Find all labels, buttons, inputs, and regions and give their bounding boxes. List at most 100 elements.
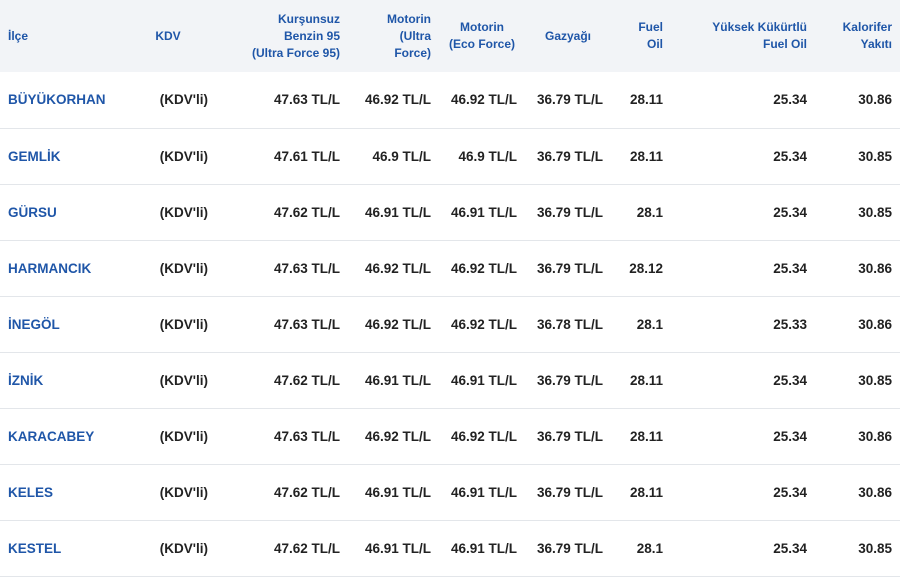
kalorifer-price: 30.86 [858,260,892,276]
header-line: Fuel [638,20,663,34]
header-line: Motorin [387,11,431,26]
yuksek-kukurtlu-price: 25.34 [773,372,807,388]
district-link[interactable]: İZNİK [8,372,44,388]
yuksek-kukurtlu-price: 25.34 [773,148,807,164]
kalorifer-price: 30.85 [858,372,892,388]
kalorifer-price: 30.86 [858,316,892,332]
district-link[interactable]: İNEGÖL [8,316,60,332]
benzin-95-price: 47.63 TL/L [273,92,340,108]
district-link[interactable]: GEMLİK [8,148,61,164]
gazyagi-price: 36.79 TL/L [536,372,603,388]
motorin-ultra-price: 46.92 TL/L [364,316,431,332]
yuksek-kukurtlu-price: 25.34 [773,540,807,556]
motorin-eco-price: 46.92 TL/L [450,428,517,444]
benzin-95-price: 47.62 TL/L [273,204,340,220]
table-row: BÜYÜKORHAN (KDV'li) 47.63 TL/L 46.92 TL/L 46… [0,72,900,128]
kdv-cell: (KDV'li) [159,540,208,556]
header-kalorifer-yakiti: Kalorifer Yakıtı [815,0,900,72]
district-link[interactable]: KELES [8,484,54,500]
kdv-cell: (KDV'li) [159,92,208,108]
table-row: HARMANCIK (KDV'li) 47.63 TL/L 46.92 TL/L 46.… [0,240,900,296]
gazyagi-price: 36.79 TL/L [536,540,603,556]
motorin-eco-price: 46.91 TL/L [450,372,517,388]
header-line: Force) [394,45,431,60]
table-row: İNEGÖL (KDV'li) 47.63 TL/L 46.92 TL/L 46.92 … [0,296,900,352]
header-line: KDV [155,28,181,43]
motorin-ultra-price: 46.92 TL/L [364,428,431,444]
yuksek-kukurtlu-price: 25.34 [773,484,807,500]
gazyagi-price: 36.79 TL/L [536,204,603,220]
kalorifer-price: 30.85 [858,148,892,164]
district-link[interactable]: BÜYÜKORHAN [8,92,106,108]
table-body: BÜYÜKORHAN (KDV'li) 47.63 TL/L 46.92 TL/L 46… [0,72,900,576]
header-line: Yakıtı [860,37,892,51]
motorin-ultra-price: 46.9 TL/L [372,148,431,164]
header-line: (Ultra Force 95) [251,45,340,60]
motorin-eco-price: 46.91 TL/L [450,204,517,220]
motorin-eco-price: 46.9 TL/L [458,148,517,164]
kalorifer-price: 30.86 [858,92,892,108]
motorin-ultra-price: 46.91 TL/L [364,204,431,220]
district-link[interactable]: KESTEL [8,540,62,556]
yuksek-kukurtlu-price: 25.34 [773,204,807,220]
table-row: İZNİK (KDV'li) 47.62 TL/L 46.91 TL/L 46.91 T… [0,352,900,408]
fuel-oil-price: 28.12 [629,260,663,276]
kdv-cell: (KDV'li) [159,148,208,164]
table-header: İlçe KDV Kurşunsuz Benzin 95 (Ultra Force 95… [0,0,900,72]
header-line: Oil [646,37,663,51]
header-line: Fuel Oil [762,37,807,51]
motorin-eco-price: 46.92 TL/L [450,260,517,276]
header-line: Motorin [460,20,504,34]
benzin-95-price: 47.63 TL/L [273,316,340,332]
fuel-oil-price: 28.1 [636,540,663,556]
benzin-95-price: 47.62 TL/L [273,484,340,500]
header-line: İlçe [8,28,29,43]
kdv-cell: (KDV'li) [159,372,208,388]
header-row: İlçe KDV Kurşunsuz Benzin 95 (Ultra Force 95… [0,0,900,72]
kdv-cell: (KDV'li) [159,428,208,444]
motorin-eco-price: 46.92 TL/L [450,92,517,108]
district-link[interactable]: GÜRSU [8,204,57,220]
header-kdv: KDV [120,0,216,72]
yuksek-kukurtlu-price: 25.34 [773,428,807,444]
table-row: GÜRSU (KDV'li) 47.62 TL/L 46.91 TL/L 46.91 T… [0,184,900,240]
benzin-95-price: 47.63 TL/L [273,428,340,444]
header-line: Benzin 95 [283,28,340,43]
header-line: Gazyağı [544,28,592,43]
header-line: (Eco Force) [448,37,515,51]
gazyagi-price: 36.79 TL/L [536,428,603,444]
yuksek-kukurtlu-price: 25.33 [773,316,807,332]
header-motorin-ultra-force: Motorin (Ultra Force) [348,0,439,72]
table-row: KESTEL (KDV'li) 47.62 TL/L 46.91 TL/L 46.91 … [0,520,900,576]
header-kursunsuz-benzin-95: Kurşunsuz Benzin 95 (Ultra Force 95) [216,0,348,72]
fuel-oil-price: 28.11 [629,484,663,500]
motorin-eco-price: 46.91 TL/L [450,540,517,556]
motorin-ultra-price: 46.91 TL/L [364,540,431,556]
fuel-oil-price: 28.11 [629,372,663,388]
table-row: KARACABEY (KDV'li) 47.63 TL/L 46.92 TL/L 46.… [0,408,900,464]
district-link[interactable]: HARMANCIK [8,260,92,276]
kalorifer-price: 30.85 [858,204,892,220]
table-row: KELES (KDV'li) 47.62 TL/L 46.91 TL/L 46.91 T… [0,464,900,520]
motorin-ultra-price: 46.92 TL/L [364,260,431,276]
benzin-95-price: 47.61 TL/L [273,148,340,164]
header-motorin-eco-force: Motorin (Eco Force) [439,0,525,72]
header-yuksek-kukurtlu-fuel-oil: Yüksek Kükürtlü Fuel Oil [671,0,815,72]
kdv-cell: (KDV'li) [159,484,208,500]
district-link[interactable]: KARACABEY [8,428,95,444]
gazyagi-price: 36.79 TL/L [536,260,603,276]
kdv-cell: (KDV'li) [159,260,208,276]
motorin-ultra-price: 46.91 TL/L [364,484,431,500]
header-line: Kurşunsuz [277,11,340,26]
benzin-95-price: 47.63 TL/L [273,260,340,276]
fuel-oil-price: 28.1 [636,204,663,220]
header-line: Yüksek Kükürtlü [712,20,807,34]
fuel-oil-price: 28.11 [629,92,663,108]
benzin-95-price: 47.62 TL/L [273,372,340,388]
gazyagi-price: 36.79 TL/L [536,148,603,164]
kalorifer-price: 30.85 [858,540,892,556]
yuksek-kukurtlu-price: 25.34 [773,260,807,276]
motorin-eco-price: 46.91 TL/L [450,484,517,500]
motorin-ultra-price: 46.92 TL/L [364,92,431,108]
